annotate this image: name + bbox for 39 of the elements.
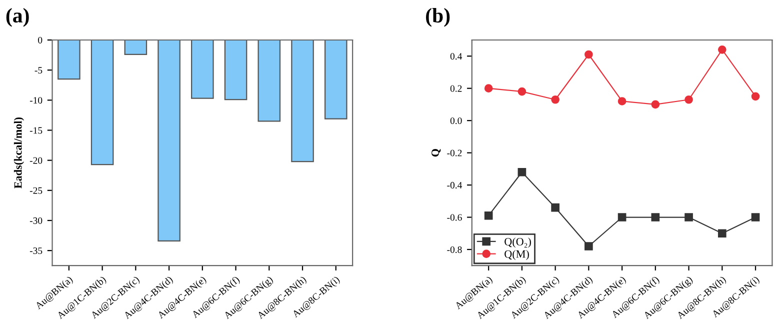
- point: [551, 203, 560, 212]
- y-tick-label: 0.2: [450, 85, 462, 92]
- point: [684, 95, 693, 104]
- y-tick-label: -30: [30, 217, 42, 224]
- point: [484, 84, 493, 93]
- point: [751, 92, 760, 101]
- y-tick-label: -35: [30, 247, 42, 254]
- chart-title: (b): [426, 8, 450, 27]
- point: [718, 229, 726, 238]
- y-axis-title: Eads(kcal/mol): [14, 117, 24, 188]
- y-tick-label: -0.2: [447, 150, 462, 156]
- point: [484, 211, 493, 220]
- y-tick-label: -0.8: [447, 246, 462, 253]
- point: [618, 213, 626, 222]
- y-tick-label: -10: [30, 97, 42, 104]
- legend-label: Q(M): [504, 250, 529, 260]
- y-tick-label: -15: [30, 127, 42, 134]
- point: [651, 100, 660, 109]
- y-tick-label: 0: [38, 36, 42, 44]
- chart-title: (a): [6, 8, 29, 27]
- point: [518, 168, 526, 176]
- y-tick-label: -0.4: [447, 182, 462, 189]
- point: [584, 50, 593, 59]
- y-tick-label: -20: [30, 157, 42, 164]
- y-tick-label: 0.4: [450, 53, 462, 60]
- point: [518, 87, 526, 96]
- point: [551, 95, 560, 104]
- y-tick-label: -25: [30, 187, 42, 194]
- y-axis-title: Q: [432, 148, 441, 157]
- point: [718, 46, 726, 54]
- y-tick-label: 0.0: [450, 117, 462, 124]
- point: [751, 213, 760, 222]
- point: [684, 213, 693, 222]
- point: [618, 97, 626, 106]
- point: [584, 242, 593, 250]
- y-tick-label: -5: [34, 67, 42, 74]
- legend-label: Q(O₂): [504, 238, 531, 248]
- y-tick-label: -0.6: [447, 214, 462, 221]
- point: [651, 213, 660, 222]
